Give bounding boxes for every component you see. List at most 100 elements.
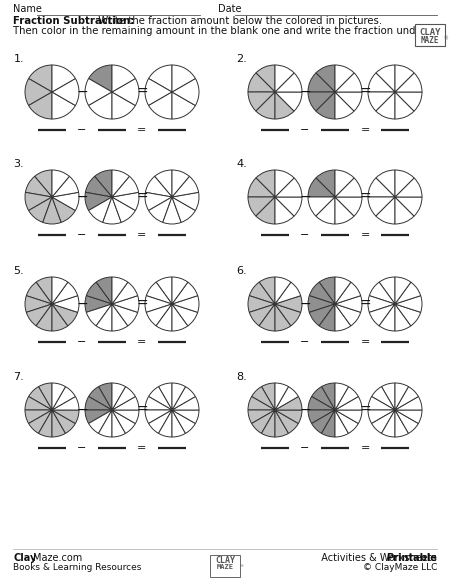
Wedge shape xyxy=(89,197,112,222)
Wedge shape xyxy=(52,79,79,105)
Wedge shape xyxy=(43,197,61,224)
Wedge shape xyxy=(395,396,422,410)
Wedge shape xyxy=(376,197,395,224)
Wedge shape xyxy=(261,383,275,410)
Wedge shape xyxy=(39,383,52,410)
Wedge shape xyxy=(145,410,172,424)
Text: −: − xyxy=(77,230,87,240)
Wedge shape xyxy=(52,277,68,304)
Wedge shape xyxy=(52,304,68,331)
Wedge shape xyxy=(85,79,112,105)
Wedge shape xyxy=(368,73,395,92)
Wedge shape xyxy=(335,65,354,92)
Wedge shape xyxy=(86,304,112,326)
Wedge shape xyxy=(86,282,112,304)
Wedge shape xyxy=(52,282,78,304)
Text: CLAY: CLAY xyxy=(419,28,441,37)
Wedge shape xyxy=(395,92,414,119)
Wedge shape xyxy=(36,277,52,304)
Wedge shape xyxy=(112,192,139,211)
Wedge shape xyxy=(52,410,76,434)
Wedge shape xyxy=(85,410,112,424)
Wedge shape xyxy=(372,386,395,410)
Wedge shape xyxy=(52,192,79,211)
Wedge shape xyxy=(25,79,52,105)
Wedge shape xyxy=(275,410,298,434)
Wedge shape xyxy=(368,178,395,197)
Wedge shape xyxy=(308,410,335,424)
Wedge shape xyxy=(335,396,362,410)
Text: 5.: 5. xyxy=(14,266,24,276)
FancyBboxPatch shape xyxy=(415,24,445,46)
Wedge shape xyxy=(89,386,112,410)
Text: =: = xyxy=(137,337,147,347)
Wedge shape xyxy=(369,304,395,326)
Wedge shape xyxy=(26,304,52,326)
Wedge shape xyxy=(99,410,112,437)
Wedge shape xyxy=(248,197,275,216)
Wedge shape xyxy=(248,73,275,92)
Wedge shape xyxy=(395,92,422,111)
Wedge shape xyxy=(275,410,302,424)
Wedge shape xyxy=(275,277,291,304)
Wedge shape xyxy=(94,170,112,197)
Wedge shape xyxy=(368,92,395,111)
Wedge shape xyxy=(395,304,411,331)
Text: −: − xyxy=(300,230,310,240)
Wedge shape xyxy=(308,296,335,313)
Wedge shape xyxy=(395,296,422,313)
Wedge shape xyxy=(103,197,121,224)
Wedge shape xyxy=(275,296,302,313)
Wedge shape xyxy=(52,386,76,410)
Wedge shape xyxy=(148,410,172,434)
Wedge shape xyxy=(52,304,78,326)
Wedge shape xyxy=(335,73,362,92)
Wedge shape xyxy=(275,170,294,197)
Wedge shape xyxy=(52,92,76,119)
Wedge shape xyxy=(112,197,135,222)
Text: Then color in the remaining amount in the blank one and write the fraction under: Then color in the remaining amount in th… xyxy=(13,26,439,36)
Wedge shape xyxy=(35,170,52,197)
Wedge shape xyxy=(335,92,362,111)
Wedge shape xyxy=(382,410,395,437)
Wedge shape xyxy=(395,197,422,216)
Wedge shape xyxy=(156,277,172,304)
Text: −: − xyxy=(77,125,87,135)
Wedge shape xyxy=(275,92,294,119)
Wedge shape xyxy=(172,282,198,304)
Text: =: = xyxy=(136,85,148,99)
Wedge shape xyxy=(368,296,395,313)
Wedge shape xyxy=(379,304,395,331)
Wedge shape xyxy=(112,410,126,437)
Wedge shape xyxy=(96,277,112,304)
Wedge shape xyxy=(112,79,139,105)
Text: −: − xyxy=(77,337,87,347)
Text: =: = xyxy=(136,297,148,311)
Wedge shape xyxy=(248,296,275,313)
Wedge shape xyxy=(145,192,172,211)
Text: 8.: 8. xyxy=(236,372,247,382)
Wedge shape xyxy=(52,410,66,437)
Wedge shape xyxy=(86,176,112,197)
Text: Name: Name xyxy=(13,4,42,14)
Text: 2.: 2. xyxy=(236,54,247,64)
Text: Fraction Subtraction:: Fraction Subtraction: xyxy=(13,16,135,26)
Wedge shape xyxy=(148,92,172,119)
Text: MAZE: MAZE xyxy=(421,36,439,45)
Wedge shape xyxy=(335,304,351,331)
Wedge shape xyxy=(52,65,76,92)
Text: ®: ® xyxy=(239,564,243,568)
Wedge shape xyxy=(316,170,335,197)
Text: −: − xyxy=(299,190,311,204)
Wedge shape xyxy=(372,410,395,434)
Wedge shape xyxy=(248,396,275,410)
Wedge shape xyxy=(395,386,419,410)
Wedge shape xyxy=(275,386,298,410)
Text: −: − xyxy=(300,125,310,135)
Wedge shape xyxy=(172,192,199,211)
Text: =: = xyxy=(360,230,370,240)
Wedge shape xyxy=(395,170,414,197)
Wedge shape xyxy=(275,178,302,197)
Wedge shape xyxy=(275,197,294,224)
Text: ®: ® xyxy=(443,36,448,41)
